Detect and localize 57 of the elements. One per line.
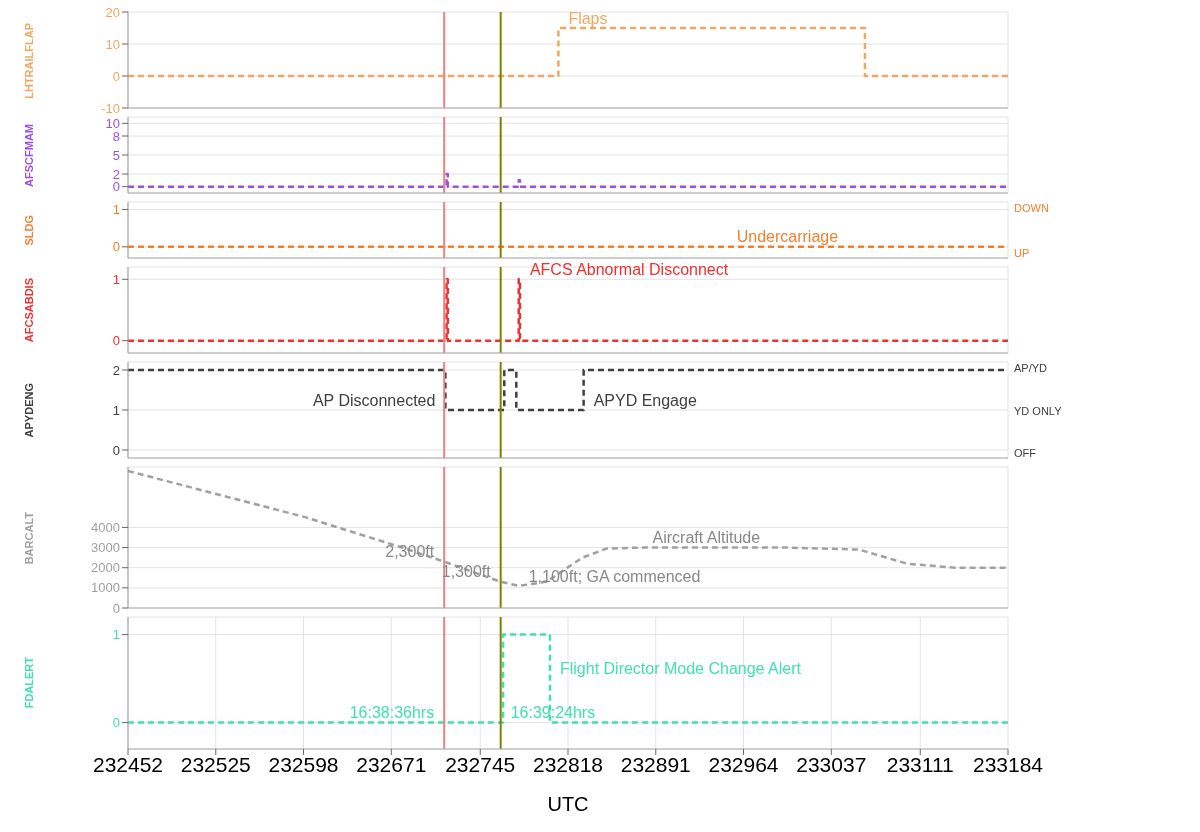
y-tick-label: 1 xyxy=(112,627,120,643)
y-tick-label: 0 xyxy=(112,333,120,349)
annotation: AP Disconnected xyxy=(312,391,436,409)
x-axis-title: UTC xyxy=(547,793,589,815)
annotation: Aircraft Altitude xyxy=(652,529,761,547)
y-tick-label: 1000 xyxy=(91,580,120,596)
y-axis-title: APYDENG xyxy=(22,383,36,438)
y-axis-title: LHTRAILFLAP xyxy=(22,22,36,99)
x-tick-label: 232452 xyxy=(92,752,164,776)
y-tick-label: 0 xyxy=(112,442,120,458)
y-tick-label: 1 xyxy=(112,271,120,287)
y-axis-title: AFSCFMAM xyxy=(22,124,36,187)
y-tick-label: -10 xyxy=(101,100,120,116)
y-tick-label: 10 xyxy=(105,36,120,52)
x-tick-label: 232891 xyxy=(620,752,691,776)
y-tick-label: 2 xyxy=(112,166,120,182)
y-axis-title: AFCSABDIS xyxy=(22,278,36,343)
x-tick-label: 232598 xyxy=(268,752,339,776)
x-tick-label: 232671 xyxy=(356,752,427,776)
annotation: AFCS Abnormal Disconnect xyxy=(529,260,729,278)
y-tick-label: 0 xyxy=(112,715,120,731)
annotation: Flight Director Mode Change Alert xyxy=(559,660,802,678)
y-tick-label: 0 xyxy=(112,239,120,255)
y-tick-label: 3000 xyxy=(91,540,120,556)
x-tick-label: 232745 xyxy=(445,752,516,776)
y-tick-label: 0 xyxy=(112,179,120,195)
y-tick-label: 10 xyxy=(105,115,120,131)
y-axis-title: BARCALT xyxy=(22,511,36,565)
y-tick-label: 0 xyxy=(112,68,120,84)
x-tick-label: 232525 xyxy=(180,752,251,776)
text: AP/YD xyxy=(1014,362,1048,374)
text: UP xyxy=(1014,247,1031,259)
annotation: Flaps xyxy=(568,9,608,27)
y-tick-label: 5 xyxy=(112,147,120,163)
annotation: 16:38:36hrs xyxy=(349,704,435,722)
y-tick-label: 2 xyxy=(112,362,120,378)
x-tick-label: 233111 xyxy=(886,752,954,776)
y-tick-label: 1 xyxy=(112,202,120,218)
text: DOWN xyxy=(1014,202,1050,214)
y-tick-label: 20 xyxy=(105,4,120,20)
annotation: 16:39:24hrs xyxy=(510,704,596,722)
annotation: Undercarriage xyxy=(736,228,839,246)
y-axis-title: SLDG xyxy=(22,215,36,246)
x-tick-label: 233037 xyxy=(796,752,867,776)
annotation: 1,100ft; GA commenced xyxy=(528,567,701,585)
x-tick-label: 232964 xyxy=(708,752,779,776)
y-tick-label: 4000 xyxy=(91,520,120,536)
x-tick-label: 232818 xyxy=(532,752,604,776)
y-tick-label: 2000 xyxy=(91,560,120,576)
x-tick-label: 233184 xyxy=(972,752,1044,776)
y-tick-label: 1 xyxy=(112,402,120,418)
text: OFF xyxy=(1014,447,1037,459)
y-tick-label: 8 xyxy=(112,128,120,144)
annotation: APYD Engage xyxy=(593,391,697,409)
y-tick-label: 0 xyxy=(112,600,120,616)
y-axis-title: FDALERT xyxy=(22,657,36,709)
text: YD ONLY xyxy=(1014,404,1063,417)
